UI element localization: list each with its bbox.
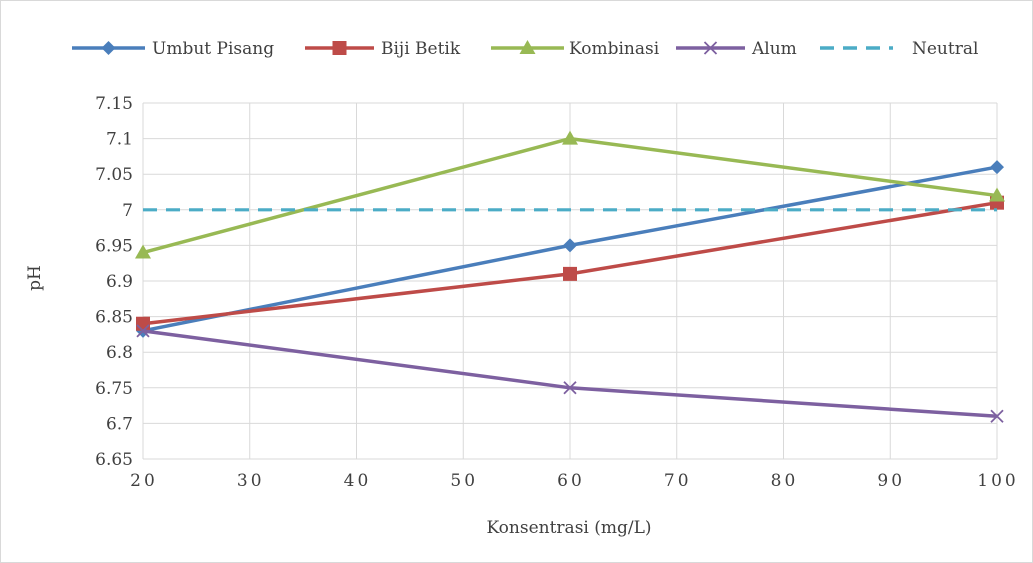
y-tick-label: 6.85 bbox=[95, 308, 133, 328]
legend-label: Neutral bbox=[912, 39, 978, 59]
data-point bbox=[135, 244, 151, 259]
legend-item-biji-betik: Biji Betik bbox=[305, 39, 461, 59]
series-umbut-pisang bbox=[136, 160, 1004, 338]
legend-item-alum: Alum bbox=[676, 39, 797, 59]
y-tick-label: 6.75 bbox=[95, 379, 133, 399]
data-point bbox=[562, 130, 578, 145]
legend-item-neutral: Neutral bbox=[820, 39, 978, 59]
legend-marker bbox=[703, 41, 718, 55]
series-lines bbox=[135, 130, 1005, 423]
data-point bbox=[990, 160, 1004, 175]
data-point bbox=[136, 324, 150, 338]
legend-label: Umbut Pisang bbox=[152, 39, 274, 59]
y-tick-label: 7.1 bbox=[106, 130, 133, 150]
series-kombinasi bbox=[135, 130, 1005, 259]
data-point bbox=[990, 409, 1004, 423]
y-tick-label: 6.95 bbox=[95, 236, 133, 256]
legend-item-umbut-pisang: Umbut Pisang bbox=[72, 39, 274, 59]
data-point bbox=[989, 187, 1005, 202]
y-tick-label: 7.05 bbox=[95, 165, 133, 185]
x-axis-title: Konsentrasi (mg/L) bbox=[486, 518, 651, 538]
y-tick-label: 6.8 bbox=[106, 343, 133, 363]
y-tick-label: 6.7 bbox=[106, 414, 133, 434]
y-tick-label: 7 bbox=[122, 201, 133, 221]
x-tick-label: 30 bbox=[237, 471, 265, 491]
x-tick-label: 40 bbox=[344, 471, 372, 491]
data-point bbox=[563, 266, 577, 281]
y-tick-label: 6.65 bbox=[95, 450, 133, 470]
legend-marker bbox=[101, 41, 116, 55]
x-tick-label: 100 bbox=[977, 471, 1018, 491]
data-point bbox=[563, 238, 577, 253]
legend-label: Biji Betik bbox=[381, 39, 461, 59]
legend-label: Kombinasi bbox=[569, 39, 660, 59]
y-tick-label: 7.15 bbox=[95, 94, 133, 114]
legend-marker bbox=[519, 40, 536, 54]
x-tick-label: 50 bbox=[450, 471, 478, 491]
legend-marker bbox=[332, 41, 347, 55]
x-axis-ticks: 20 30 40 50 60 70 80 90 100 bbox=[130, 471, 1018, 491]
data-point bbox=[136, 316, 150, 331]
x-tick-label: 60 bbox=[557, 471, 585, 491]
x-tick-label: 20 bbox=[130, 471, 158, 491]
legend-label: Alum bbox=[751, 39, 797, 59]
legend-item-kombinasi: Kombinasi bbox=[491, 39, 660, 59]
x-tick-label: 90 bbox=[877, 471, 905, 491]
y-axis-title: pH bbox=[25, 265, 45, 291]
y-tick-label: 6.9 bbox=[106, 272, 133, 292]
legend: Umbut Pisang Biji Betik Kombinasi Alum Neutr… bbox=[72, 39, 978, 59]
series-alum bbox=[136, 324, 1004, 423]
data-point bbox=[563, 381, 577, 395]
x-tick-label: 70 bbox=[664, 471, 692, 491]
y-axis-ticks: 6.65 6.7 6.75 6.8 6.85 6.9 6.95 7 7.05 7.1 7.15 bbox=[95, 94, 133, 470]
x-tick-label: 80 bbox=[771, 471, 799, 491]
